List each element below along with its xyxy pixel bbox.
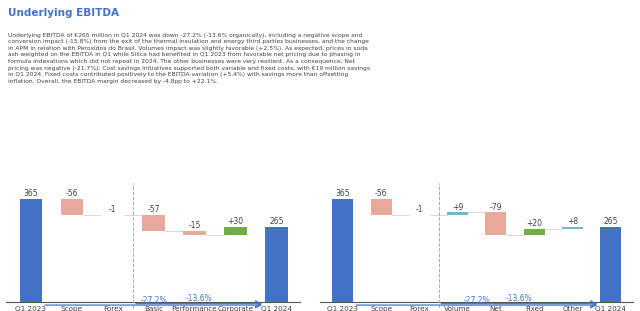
Bar: [371, 199, 392, 215]
Text: Underlying EBITDA: Underlying EBITDA: [8, 8, 118, 18]
Bar: [524, 229, 545, 235]
Bar: [265, 227, 287, 302]
Text: Underlying EBITDA of €265 million in Q1 2024 was down -27.2% (-13.6% organically: Underlying EBITDA of €265 million in Q1 …: [8, 33, 370, 84]
Text: +20: +20: [526, 219, 542, 228]
Text: -57: -57: [147, 205, 160, 214]
Text: -1: -1: [109, 205, 116, 214]
Bar: [142, 215, 165, 231]
Text: Other: Other: [562, 306, 582, 311]
Text: -27.2%: -27.2%: [140, 296, 167, 305]
Text: Corporate: Corporate: [218, 306, 253, 311]
Text: Q1 2023: Q1 2023: [328, 306, 358, 311]
Bar: [447, 212, 468, 215]
Bar: [224, 227, 246, 235]
Bar: [20, 199, 42, 302]
Text: -56: -56: [65, 189, 78, 198]
Text: Performance
Chemicals: Performance Chemicals: [172, 306, 218, 311]
Text: 365: 365: [335, 189, 350, 198]
Text: -79: -79: [490, 203, 502, 211]
Text: Volume
& mix: Volume & mix: [444, 306, 471, 311]
Text: -13.6%: -13.6%: [506, 294, 532, 303]
Text: +9: +9: [452, 203, 463, 211]
Text: Scope: Scope: [370, 306, 392, 311]
Text: Basic
Chemicals: Basic Chemicals: [135, 306, 172, 311]
Text: 265: 265: [269, 217, 284, 226]
Text: -27.2%: -27.2%: [463, 296, 490, 305]
Text: Q1 2024: Q1 2024: [595, 306, 626, 311]
Bar: [332, 199, 353, 302]
Text: 265: 265: [604, 217, 618, 226]
Bar: [485, 212, 506, 235]
Text: Forex
conversion: Forex conversion: [93, 306, 132, 311]
Text: Forex
conversion: Forex conversion: [400, 306, 439, 311]
Text: +8: +8: [567, 217, 578, 226]
Text: -56: -56: [375, 189, 387, 198]
Text: -13.6%: -13.6%: [186, 294, 212, 303]
Bar: [183, 231, 205, 235]
Text: Fixed
costs: Fixed costs: [525, 306, 543, 311]
Text: Net
pricing: Net pricing: [484, 306, 508, 311]
Text: Q1 2023: Q1 2023: [15, 306, 47, 311]
Text: -1: -1: [416, 205, 423, 214]
Text: -15: -15: [188, 221, 201, 230]
Text: +30: +30: [227, 217, 243, 226]
Text: 365: 365: [24, 189, 38, 198]
Bar: [562, 227, 583, 229]
Bar: [61, 199, 83, 215]
Bar: [600, 227, 621, 302]
Text: Scope: Scope: [61, 306, 83, 311]
Text: Q1 2024: Q1 2024: [260, 306, 292, 311]
